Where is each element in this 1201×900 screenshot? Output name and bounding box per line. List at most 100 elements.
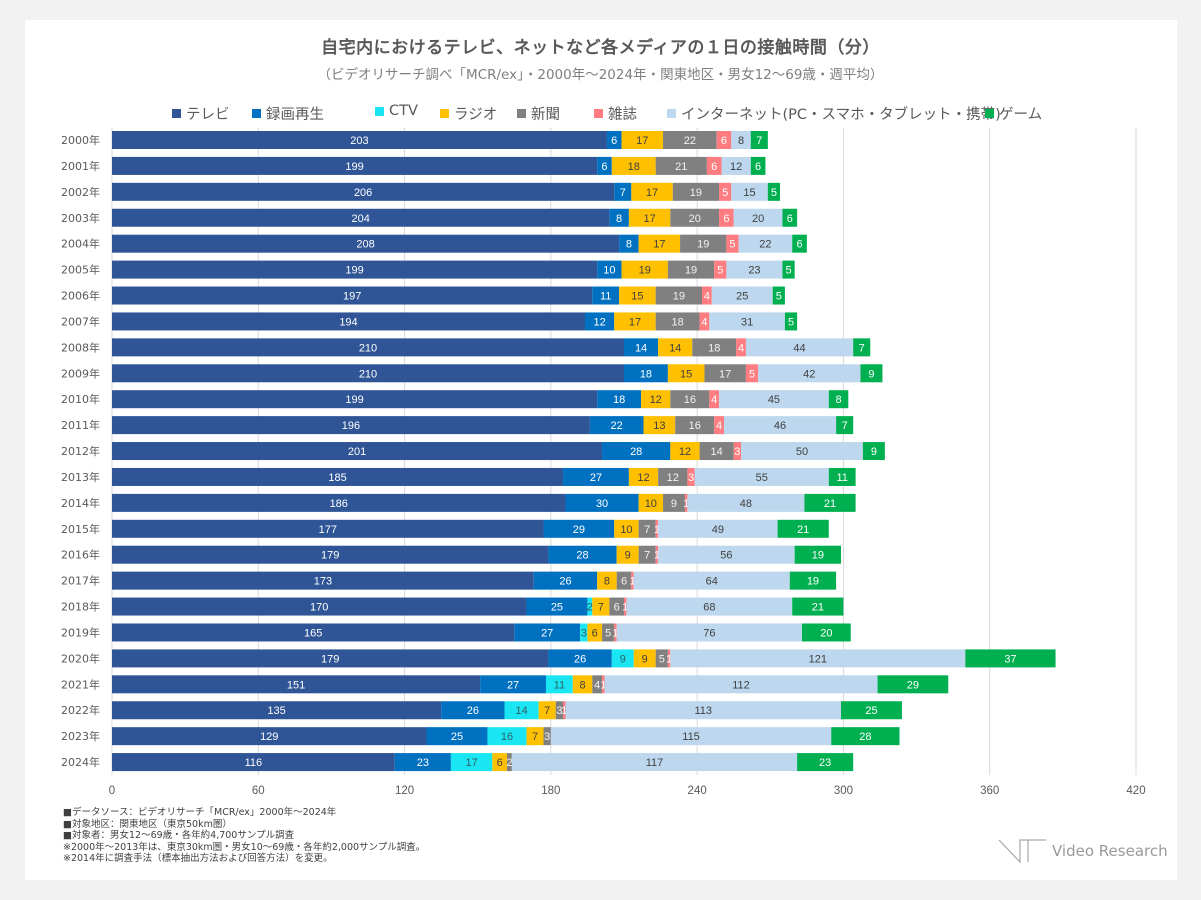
data-label-game: 5 [776, 291, 782, 303]
data-label-magazine: 5 [717, 265, 723, 277]
bar-segment-game [804, 493, 856, 512]
legend-label: ゲーム [999, 107, 1043, 123]
bar-segment-internet [550, 727, 832, 746]
note-2000-2013: ※2000年～2013年は、東京30km圏・男女10～69歳・各年約2,000サ… [63, 841, 426, 853]
data-label-magazine: 6 [721, 135, 727, 147]
data-label-newspaper: 9 [671, 498, 677, 510]
bar-segment-game [792, 597, 844, 616]
data-label-recording: 28 [630, 446, 642, 458]
data-label-recording: 14 [635, 342, 647, 354]
y-category-label: 2023年 [61, 729, 100, 743]
bar-segment-internet [694, 467, 829, 486]
bar-segment-tv [112, 260, 598, 279]
bar-segment-magazine [719, 208, 734, 227]
bar-segment-recording [565, 493, 639, 512]
bar-segment-game [828, 390, 849, 409]
data-label-game: 29 [907, 679, 919, 691]
data-label-magazine: 1 [600, 679, 606, 691]
x-tick-label: 360 [980, 785, 999, 797]
bar-segment-radio [592, 597, 610, 616]
y-category-label: 2003年 [61, 211, 100, 225]
bar-row: 197 11 15 19 4 25 5 [112, 286, 785, 305]
bar-row: 206 7 17 19 5 15 5 [112, 182, 781, 201]
bar-segment-recording [614, 182, 632, 201]
data-label-magazine: 4 [704, 291, 710, 303]
bar-segment-tv [112, 390, 598, 409]
data-label-newspaper: 22 [684, 135, 696, 147]
legend-label: インターネット(PC・スマホ・タブレット・携帯) [681, 107, 1001, 123]
legend-label: テレビ [186, 107, 230, 123]
data-label-radio: 12 [637, 472, 649, 484]
data-label-tv: 210 [359, 342, 377, 354]
data-label-recording: 18 [640, 368, 652, 380]
data-label-newspaper: 19 [685, 265, 697, 277]
data-label-tv: 173 [314, 576, 332, 588]
logo-mark-icon [998, 839, 1046, 864]
data-label-game: 5 [788, 316, 794, 328]
data-label-magazine: 1 [683, 498, 689, 510]
data-label-radio: 10 [620, 524, 632, 536]
y-category-label: 2016年 [61, 548, 100, 562]
data-label-game: 6 [755, 161, 761, 173]
bar-segment-game [782, 208, 798, 227]
data-label-radio: 9 [625, 550, 631, 562]
data-label-newspaper: 16 [689, 420, 701, 432]
bar-segment-radio [667, 364, 705, 383]
y-category-label: 2012年 [61, 444, 100, 458]
bar-segment-game [792, 234, 807, 253]
data-label-tv: 179 [321, 550, 339, 562]
bar-segment-tv [112, 312, 585, 331]
bar-segment-recording [514, 623, 581, 642]
bar-segment-radio [658, 338, 693, 357]
data-label-internet: 56 [720, 550, 732, 562]
bar-row: 135 26 14 7 31 113 25 [112, 701, 902, 720]
bar-segment-magazine [716, 131, 732, 149]
bar-segment-game [828, 467, 856, 486]
data-label-game: 9 [868, 368, 874, 380]
data-label-tv: 186 [330, 498, 348, 510]
bar-segment-newspaper [592, 675, 603, 694]
data-label-ctv: 17 [465, 757, 477, 769]
data-label-magazine: 1 [561, 705, 567, 717]
data-label-radio: 15 [631, 291, 643, 303]
bar-segment-newspaper [638, 519, 656, 538]
bar-segment-ctv [504, 701, 539, 720]
data-label-tv: 204 [352, 213, 370, 225]
bar-row: 196 22 13 16 4 46 7 [112, 416, 854, 435]
bar-segment-internet [758, 364, 861, 383]
data-label-recording: 6 [601, 161, 607, 173]
data-label-magazine: 1 [629, 576, 635, 588]
bar-segment-internet [721, 156, 751, 175]
data-label-recording: 7 [620, 187, 626, 199]
bar-segment-magazine [709, 390, 720, 409]
y-category-label: 2018年 [61, 600, 100, 614]
data-label-magazine: 4 [711, 394, 717, 406]
bar-row: 208 8 17 19 5 22 6 [112, 234, 807, 253]
chart-title: 自宅内におけるテレビ、ネットなど各メディアの１日の接触時間（分） [321, 38, 880, 58]
bar-segment-internet [616, 623, 802, 642]
data-label-radio: 8 [604, 576, 610, 588]
data-label-tv: 201 [348, 446, 366, 458]
data-label-radio: 18 [628, 161, 640, 173]
legend-swatch-recording [252, 109, 261, 118]
bar-segment-newspaper [506, 753, 512, 772]
bar-segment-recording [624, 364, 668, 383]
bar-segment-game [877, 675, 949, 694]
data-label-recording: 23 [417, 757, 429, 769]
data-label-recording: 26 [574, 653, 586, 665]
data-label-newspaper: 4 [594, 679, 600, 691]
note-target-people: ■対象者：男女12～69歳・各年約4,700サンプル調査 [63, 830, 295, 841]
data-label-internet: 8 [738, 135, 744, 147]
bar-row: 173 26 8 6 1 64 19 [112, 571, 837, 590]
legend-item-game: ゲーム [985, 103, 1042, 124]
data-label-game: 19 [812, 550, 824, 562]
data-label-game: 11 [836, 472, 847, 484]
data-label-radio: 19 [639, 265, 651, 277]
data-label-tv: 199 [345, 394, 363, 406]
bar-segment-newspaper [655, 286, 703, 305]
bar-segment-tv [112, 571, 534, 590]
y-category-label: 2006年 [61, 289, 100, 303]
data-label-recording: 18 [613, 394, 625, 406]
bar-segment-internet [726, 260, 783, 279]
bar-segment-magazine [684, 493, 688, 512]
